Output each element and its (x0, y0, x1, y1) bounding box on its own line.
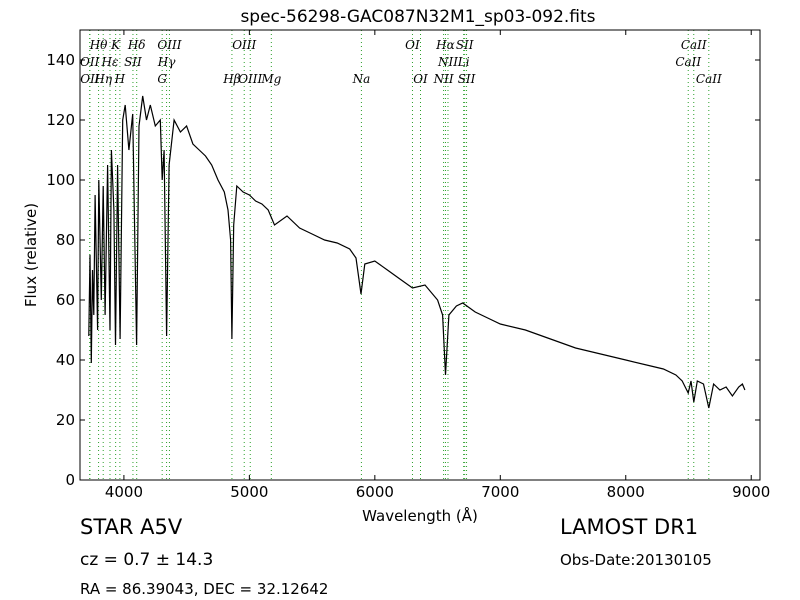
spectral-line-label: Na (352, 72, 371, 86)
x-tick-label: 8000 (607, 483, 645, 501)
object-class: STAR A5V (80, 515, 183, 539)
y-tick-label: 120 (46, 111, 75, 129)
x-tick-label: 5000 (230, 483, 268, 501)
spectral-line-label: CaII (696, 72, 722, 86)
spectral-line-label: Hβ (222, 72, 240, 86)
spectral-line-label: OIII (157, 38, 181, 52)
spectral-line-label: K (110, 38, 121, 52)
coordinates: RA = 86.39043, DEC = 32.12642 (80, 580, 328, 598)
spectral-line-label: Hε (101, 55, 119, 69)
spectral-line-label: SII (456, 38, 474, 52)
y-tick-label: 100 (46, 171, 75, 189)
y-tick-label: 80 (56, 231, 75, 249)
spectral-line-label: Hα (435, 38, 455, 52)
redshift: cz = 0.7 ± 14.3 (80, 550, 213, 570)
spectral-line-label: Hγ (157, 55, 176, 69)
spectral-line-label: Li (457, 55, 470, 69)
spectral-line-label: NII (437, 55, 458, 69)
spectral-line-label: OI (405, 38, 420, 52)
spectral-line-label: NII (433, 72, 454, 86)
y-tick-label: 20 (56, 411, 75, 429)
spectral-line-label: Hθ (89, 38, 108, 52)
spectral-line-label: CaII (675, 55, 701, 69)
y-tick-label: 40 (56, 351, 75, 369)
spectral-line-label: Hδ (127, 38, 146, 52)
spectral-line-label: OIII (238, 72, 262, 86)
x-tick-label: 6000 (356, 483, 394, 501)
spectral-line-label: Mg (260, 72, 281, 86)
plot-frame (79, 29, 761, 481)
y-tick-label: 140 (46, 51, 75, 69)
y-axis-label: Flux (relative) (22, 203, 40, 307)
y-tick-label: 60 (56, 291, 75, 309)
spectral-line-label: OII (80, 72, 100, 86)
spectral-line-label: H (114, 72, 126, 86)
x-tick-label: 4000 (105, 483, 143, 501)
obs-date: Obs-Date:20130105 (560, 551, 712, 569)
spectral-line-label: SII (458, 72, 476, 86)
spectral-line-label: SII (124, 55, 142, 69)
spectral-line-label: G (157, 72, 167, 86)
spectral-line-label: Hη (93, 72, 112, 86)
x-tick-label: 9000 (732, 483, 770, 501)
chart-title: spec-56298-GAC087N32M1_sp03-092.fits (240, 7, 595, 27)
x-tick-label: 7000 (481, 483, 519, 501)
x-axis-label: Wavelength (Å) (362, 506, 478, 525)
spectral-line-label: CaII (681, 38, 707, 52)
spectral-line-label: OI (413, 72, 428, 86)
spectrum-line (88, 95, 746, 409)
spectral-line-label: OIII (232, 38, 256, 52)
y-tick-label: 0 (65, 471, 75, 489)
survey: LAMOST DR1 (560, 515, 698, 539)
